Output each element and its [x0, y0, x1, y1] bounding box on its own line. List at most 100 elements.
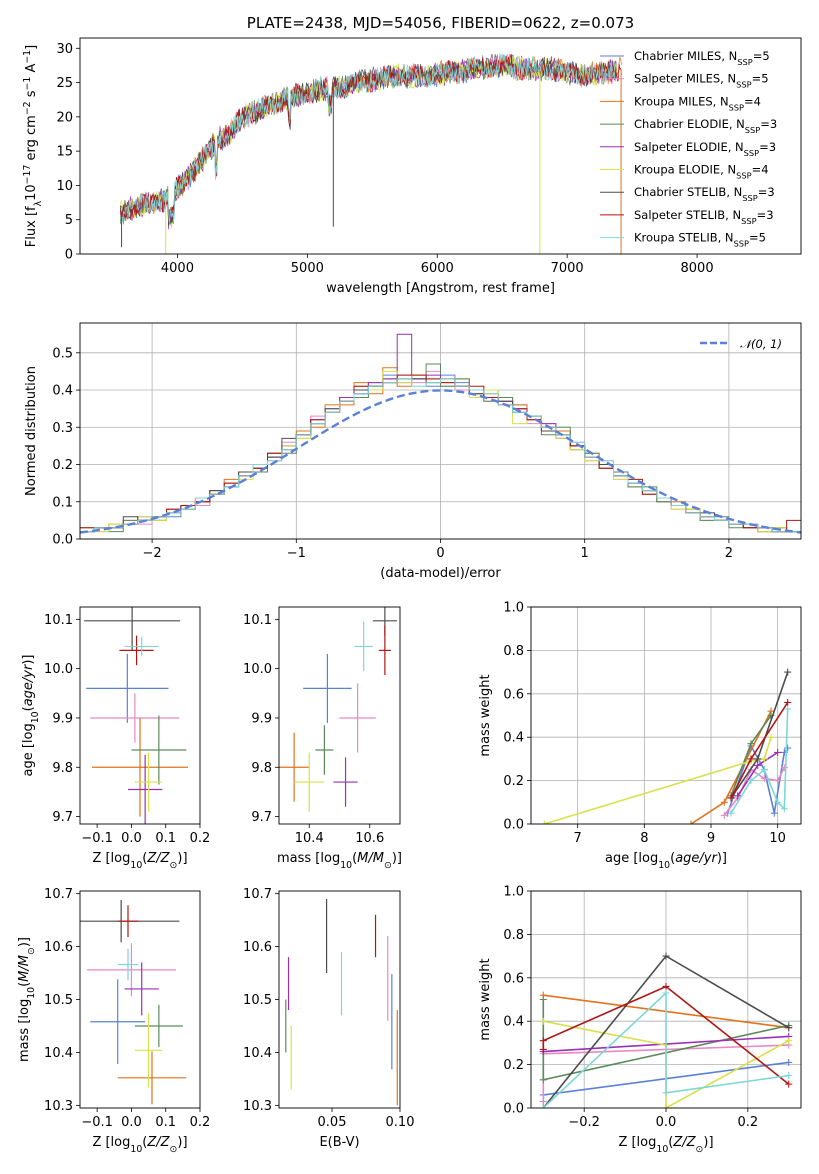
spectrum-line: [119, 53, 617, 223]
y-tick-label: 10: [56, 179, 73, 194]
error-point: [131, 715, 187, 785]
error-point: [84, 607, 181, 651]
point-marker: [784, 698, 792, 706]
y-tick-label: 10.4: [44, 1046, 73, 1061]
y-tick-label: 10.0: [243, 662, 272, 677]
point-marker: [747, 777, 755, 785]
x-tick-label: 0: [436, 546, 444, 561]
y-tick-label: 0.2: [52, 458, 73, 473]
point-marker: [662, 982, 670, 990]
legend-label: 𝒩(0, 1): [740, 337, 782, 351]
y-tick-label: 10.0: [44, 662, 73, 677]
plot-area: [84, 607, 188, 824]
error-point: [333, 757, 358, 807]
x-axis-label: age [log10(age/yr)]: [605, 851, 727, 871]
axes-frame: [278, 890, 401, 1109]
age-vs-mass-panel: 10.4 10.6 9.7 9.8 9.9 10.0 10.1 mass [log10(M/M…: [243, 606, 402, 871]
point-marker: [539, 996, 547, 1003]
point-marker: [727, 794, 735, 802]
point-marker: [780, 805, 788, 813]
x-tick-label: 0.0: [656, 1115, 677, 1130]
point-marker: [784, 705, 792, 713]
y-tick-label: 0.4: [503, 1015, 524, 1030]
legend-label: Chabrier STELIB, NSSP=3: [634, 185, 775, 203]
normal-curve: [80, 389, 801, 534]
point-marker: [747, 740, 755, 748]
y-tick-label: 9.7: [52, 810, 73, 825]
y-tick-label: 0.0: [503, 1102, 524, 1117]
legend-label: Salpeter STELIB, NSSP=3: [634, 208, 774, 226]
y-tick-label: 0.2: [503, 1058, 524, 1073]
error-point: [86, 943, 176, 997]
error-point: [86, 653, 169, 723]
weight-line: [730, 708, 789, 814]
plot-area: [80, 899, 187, 1105]
x-tick-label: 0.1: [155, 1115, 176, 1130]
legend-label: Salpeter MILES, NSSP=5: [634, 72, 769, 90]
y-tick-label: 10.6: [44, 940, 73, 955]
error-point: [90, 693, 180, 743]
axes-frame: [530, 890, 802, 1109]
y-axis-label: mass weight: [478, 958, 493, 1040]
error-point: [315, 725, 334, 775]
mass-vs-Z-panel: −0.1 0.0 0.1 0.2 10.3 10.4 10.5 10.6 10.7 Z [log1…: [17, 887, 210, 1154]
y-axis-label: mass weight: [478, 674, 493, 756]
point-marker: [760, 766, 768, 774]
y-tick-label: 0.4: [503, 731, 524, 746]
x-axis-label: Z [log10(Z/Z⊙)]: [92, 1135, 187, 1155]
x-tick-label: 6000: [421, 261, 454, 276]
y-tick-label: 0.2: [503, 774, 524, 789]
y-tick-label: 10.3: [44, 1099, 73, 1114]
error-point: [339, 683, 376, 753]
point-marker: [785, 1058, 793, 1066]
x-tick-label: 0.2: [190, 831, 211, 846]
error-point: [128, 754, 163, 824]
error-point: [134, 752, 163, 812]
weight-vs-age-panel: 7 8 9 10 0.0 0.2 0.4 0.6 0.8 1.0 age [log10(age/yr…: [478, 601, 802, 871]
y-tick-label: 10.5: [243, 993, 272, 1008]
x-tick-label: 9: [707, 831, 715, 846]
y-tick-label: 0.5: [52, 346, 73, 361]
legend-label: Chabrier ELODIE, NSSP=3: [634, 117, 777, 135]
point-marker: [720, 811, 728, 819]
x-tick-label: −2: [143, 546, 162, 561]
y-tick-label: 30: [56, 42, 73, 57]
x-tick-label: 0.0: [121, 831, 142, 846]
axes-frame: [530, 606, 802, 825]
point-marker: [539, 1045, 547, 1053]
spectrum-line: [120, 53, 617, 230]
error-point: [92, 717, 188, 817]
y-tick-label: 10.7: [44, 887, 73, 902]
x-tick-label: 4000: [161, 261, 194, 276]
x-tick-label: 0.0: [121, 1115, 142, 1130]
x-tick-label: −0.1: [81, 831, 113, 846]
point-marker: [539, 1037, 547, 1045]
spectrum-line: [119, 53, 617, 226]
plot-area: [279, 607, 397, 812]
point-marker: [760, 755, 768, 763]
y-tick-label: 1.0: [503, 885, 524, 900]
error-point: [117, 905, 139, 938]
point-marker: [662, 1104, 670, 1108]
y-tick-label: 15: [56, 145, 73, 160]
error-point: [124, 962, 159, 1016]
plot-area: [540, 668, 792, 824]
x-axis-label: E(B-V): [319, 1135, 359, 1150]
legend-label: Salpeter ELODIE, NSSP=3: [634, 140, 776, 158]
point-marker: [539, 1017, 547, 1025]
error-point: [378, 625, 391, 676]
y-axis-label: mass [log10(M/M⊙)]: [17, 937, 37, 1062]
point-marker: [540, 820, 548, 824]
x-tick-label: 10.4: [295, 831, 324, 846]
error-point: [279, 732, 310, 802]
x-axis-label: Z [log10(Z/Z⊙)]: [618, 1135, 713, 1155]
point-marker: [727, 809, 735, 817]
x-tick-label: 8000: [681, 261, 714, 276]
error-point: [117, 1051, 187, 1105]
y-tick-label: 10.4: [243, 1046, 272, 1061]
legend: Chabrier MILES, NSSP=5 Salpeter MILES, NS…: [600, 49, 777, 249]
point-marker: [760, 774, 768, 782]
y-tick-label: 0.8: [503, 928, 524, 943]
x-tick-label: −0.1: [81, 1115, 113, 1130]
